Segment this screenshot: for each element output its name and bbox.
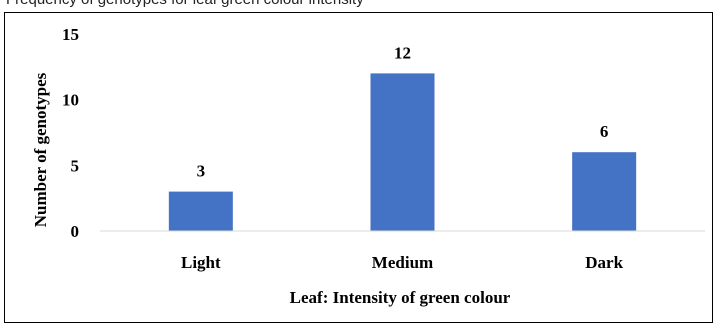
bars-group — [168, 73, 637, 232]
data-label: 12 — [394, 43, 411, 62]
y-tick-label: 0 — [71, 222, 80, 241]
category-label: Light — [181, 253, 221, 272]
bar-medium — [370, 73, 435, 232]
cropped-caption: Frequency of genotypes for leaf green co… — [0, 0, 718, 14]
y-axis-ticks: 0 5 10 15 — [62, 25, 79, 241]
data-label: 3 — [197, 162, 206, 181]
data-label: 6 — [600, 122, 609, 141]
category-label: Dark — [585, 253, 623, 272]
y-tick-label: 5 — [71, 156, 80, 175]
y-axis-title: Number of genotypes — [31, 72, 50, 227]
y-tick-label: 15 — [62, 25, 79, 44]
category-label: Medium — [372, 253, 433, 272]
bar-dark — [572, 152, 637, 231]
x-axis-title: Leaf: Intensity of green colour — [290, 288, 511, 307]
y-tick-label: 10 — [62, 91, 79, 110]
bar-light — [168, 191, 233, 231]
category-labels: Light Medium Dark — [181, 253, 624, 272]
data-labels: 3 12 6 — [197, 43, 609, 180]
caption-text: Frequency of genotypes for leaf green co… — [6, 0, 364, 8]
